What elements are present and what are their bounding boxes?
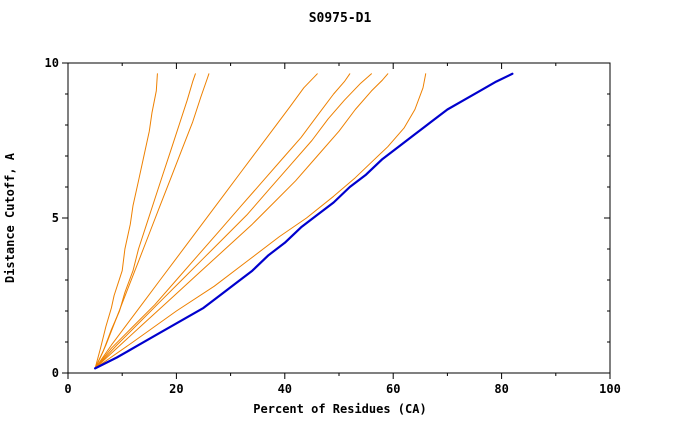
y-tick-label: 10 — [45, 56, 59, 70]
curve-2 — [94, 73, 210, 369]
x-tick-label: 80 — [494, 382, 508, 396]
x-tick-label: 20 — [169, 382, 183, 396]
x-tick-label: 40 — [278, 382, 292, 396]
x-tick-label: 100 — [599, 382, 621, 396]
series-layer — [93, 72, 514, 370]
curve-1 — [94, 73, 196, 369]
curve-5 — [94, 73, 372, 369]
curve-6 — [94, 73, 389, 369]
chart-title: S0975-D1 — [309, 11, 372, 26]
curve-8 — [93, 72, 514, 370]
curve-7 — [94, 73, 427, 369]
x-axis-label: Percent of Residues (CA) — [253, 402, 426, 416]
y-tick-label: 0 — [52, 366, 59, 380]
curve-0 — [94, 73, 158, 369]
plot-frame — [67, 62, 611, 374]
x-tick-label: 60 — [386, 382, 400, 396]
curve-4 — [94, 73, 351, 369]
axes-layer — [62, 62, 611, 379]
tick-label-layer: 0 20 40 60 80 100 0 5 10 — [45, 56, 621, 396]
y-axis-label: Distance Cutoff, A — [3, 152, 17, 283]
x-tick-label: 0 — [64, 382, 71, 396]
y-tick-label: 5 — [52, 211, 59, 225]
curve-3 — [94, 73, 318, 369]
